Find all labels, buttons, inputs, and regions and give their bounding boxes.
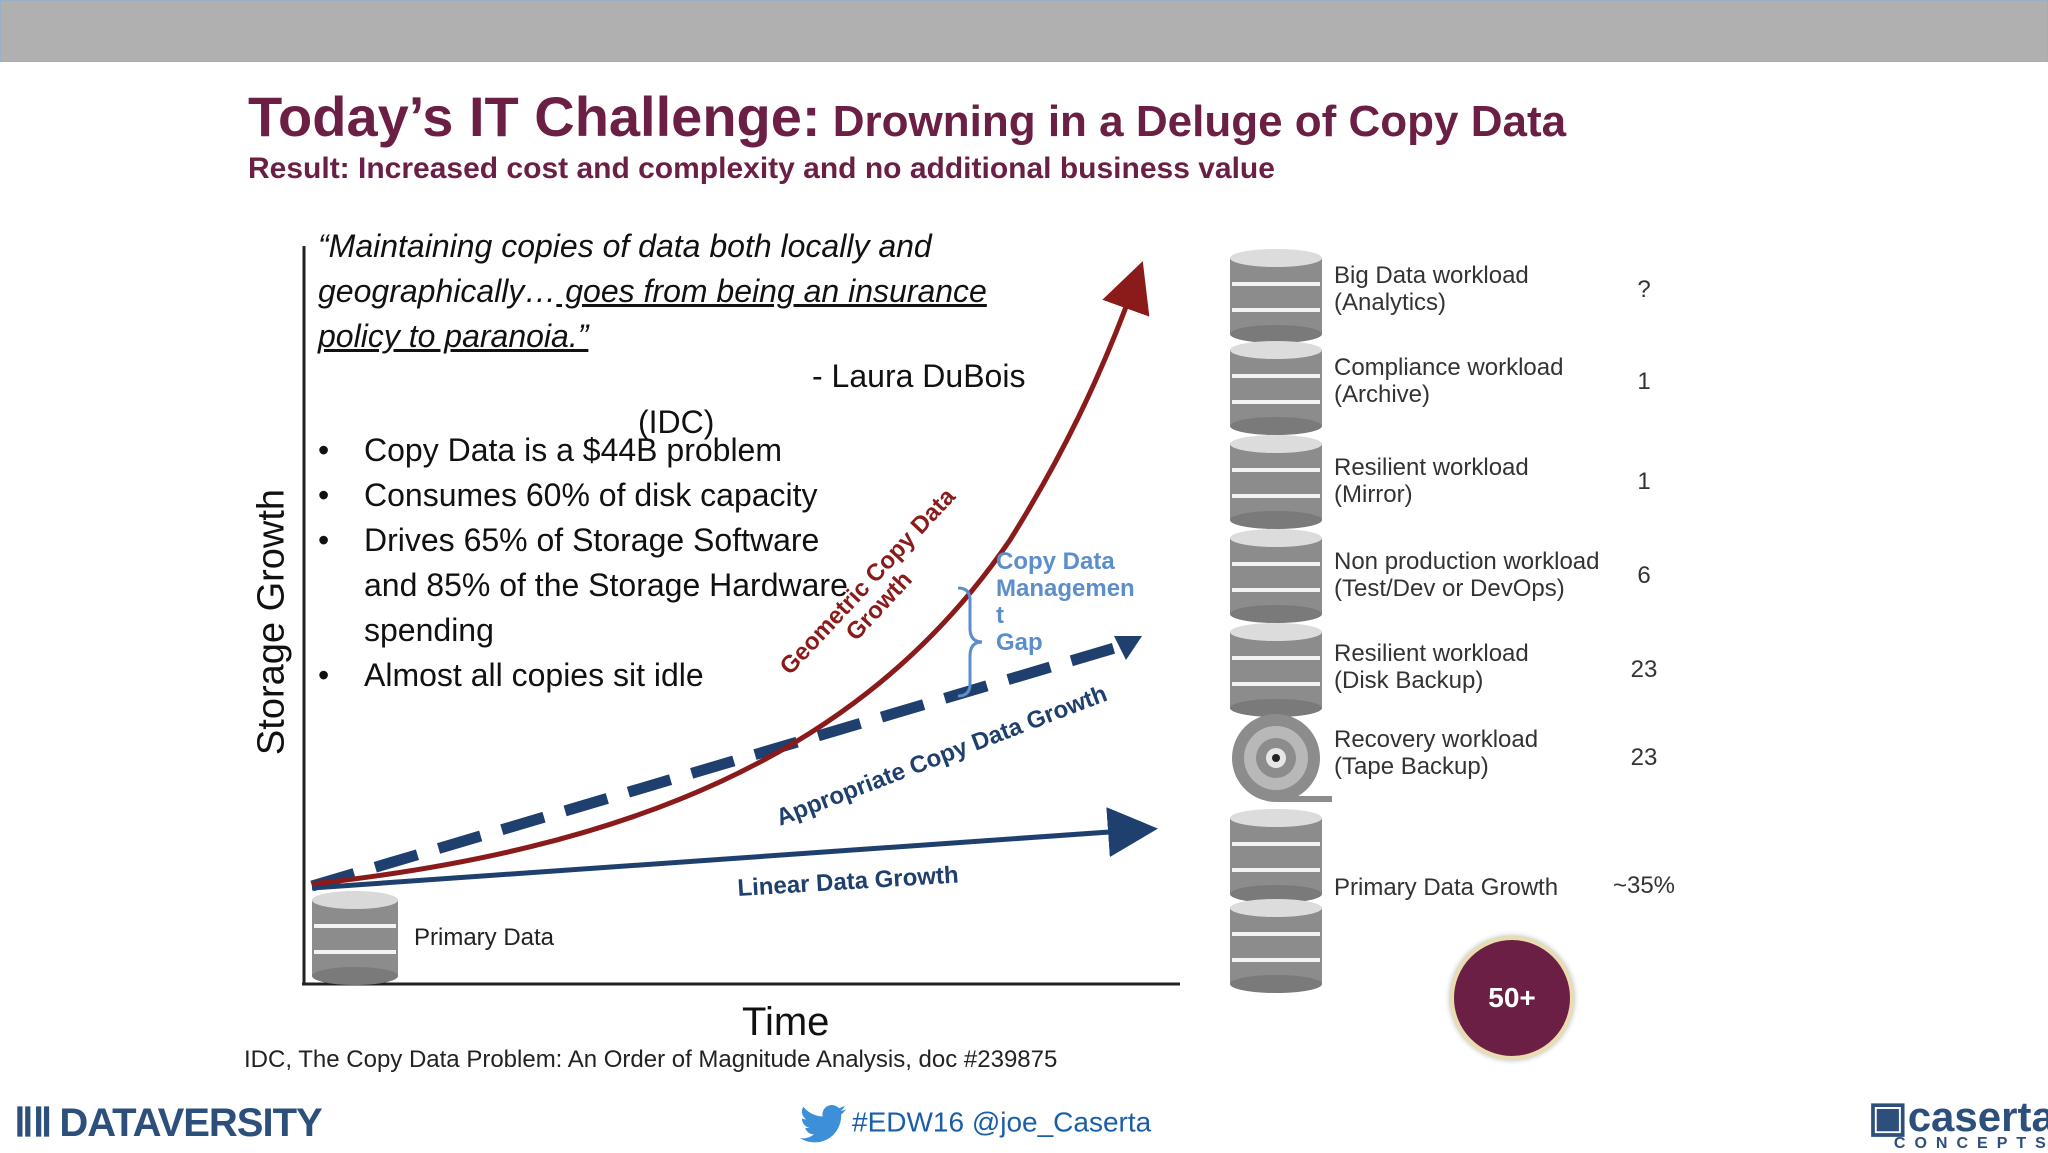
workload-label-line2: (Test/Dev or DevOps) — [1334, 575, 1565, 602]
series-linear-growth — [311, 807, 1158, 891]
caserta-main-text: caserta — [1907, 1093, 2048, 1140]
origin-label: Primary Data — [414, 924, 555, 951]
workload-label-line2: (Disk Backup) — [1334, 667, 1484, 694]
database-icon — [1230, 809, 1322, 903]
dataversity-wordmark: DATAVERSITY — [59, 1101, 322, 1145]
database-icon — [1230, 529, 1322, 623]
total-copies-badge: 50+ — [1450, 936, 1574, 1060]
workload-stack — [1230, 249, 1332, 993]
caserta-sub-text: CONCEPTS — [1893, 1135, 2048, 1152]
database-icon — [1230, 341, 1322, 435]
gap-label-line: Copy Data — [996, 548, 1115, 575]
database-icon — [1230, 623, 1322, 717]
gap-label-line: Gap — [996, 629, 1043, 656]
database-icon — [1230, 249, 1322, 343]
caserta-wordmark: ▣caserta — [1868, 1092, 2048, 1141]
gap-label-line: Managemen — [996, 575, 1135, 602]
chart-source: IDC, The Copy Data Problem: An Order of … — [244, 1046, 1058, 1073]
quote-author: - Laura DuBois — [812, 358, 1026, 394]
slide-subtitle: Result: Increased cost and complexity an… — [248, 152, 1275, 185]
x-axis-label: Time — [742, 1000, 830, 1044]
workload-label-line1: Resilient workload — [1334, 454, 1529, 481]
workload-label-line2: (Mirror) — [1334, 481, 1413, 508]
caserta-mark-icon: ▣ — [1868, 1093, 1908, 1140]
gap-label: Copy Data Managemen t Gap — [996, 548, 1136, 656]
bullet-item: Consumes 60% of disk capacity — [318, 473, 878, 518]
workload-count: 23 — [1630, 744, 1658, 771]
bullet-list: Copy Data is a $44B problem Consumes 60%… — [318, 428, 878, 698]
appropriate-arrowhead — [1114, 636, 1142, 660]
gap-brace — [957, 586, 983, 698]
workload-label-line1: Resilient workload — [1334, 640, 1529, 667]
workload-count: 1 — [1637, 368, 1651, 395]
y-axis-label: Storage Growth — [250, 488, 293, 756]
bullet-item: Copy Data is a $44B problem — [318, 428, 878, 473]
linear-label: Linear Data Growth — [737, 862, 960, 902]
workload-label-line1: Recovery workload — [1334, 726, 1539, 753]
workload-label-line2: (Analytics) — [1334, 289, 1447, 316]
bullet-item: Almost all copies sit idle — [318, 653, 878, 698]
quote-line-1: “Maintaining copies of data both locally… — [318, 228, 932, 264]
primary-data-icon — [312, 891, 398, 985]
hashtag-text: #EDW16 @joe_Caserta — [852, 1106, 1152, 1138]
title-main: Today’s IT Challenge: — [248, 85, 821, 148]
bullet-item: Drives 65% of Storage Software and 85% o… — [318, 518, 878, 653]
twitter-bird-icon — [800, 1105, 846, 1143]
database-icon — [1230, 899, 1322, 993]
workload-label-line1: Compliance workload — [1334, 354, 1564, 381]
top-bar — [0, 0, 2048, 62]
workload-count: 23 — [1630, 656, 1658, 683]
series-appropriate-growth — [310, 638, 1130, 892]
workload-label-line2: (Tape Backup) — [1334, 753, 1489, 780]
quote-line-2b: goes from being an insurance — [556, 273, 987, 309]
columns-icon: ⅡⅡ — [14, 1101, 52, 1145]
twitter-handle: #EDW16 @joe_Caserta — [800, 1104, 1151, 1144]
quote-line-2: geographically… goes from being an insur… — [318, 269, 1138, 314]
workload-label: Compliance workload (Archive) — [1334, 354, 1634, 408]
idc-quote: “Maintaining copies of data both locally… — [318, 224, 1138, 359]
gap-label-line: t — [996, 602, 1004, 629]
quote-line-3: policy to paranoia.” — [318, 318, 589, 354]
caserta-logo: ▣caserta CONCEPTS — [1868, 1092, 2048, 1153]
workload-label: Resilient workload (Disk Backup) — [1334, 640, 1634, 694]
workload-count: ? — [1637, 276, 1651, 303]
workload-label-line1: Primary Data Growth — [1334, 874, 1559, 901]
slide-title: Today’s IT Challenge: Drowning in a Delu… — [248, 84, 1566, 149]
title-rest: Drowning in a Deluge of Copy Data — [820, 97, 1567, 146]
workload-label-line1: Non production workload — [1334, 548, 1600, 575]
workload-label-line2: (Archive) — [1334, 381, 1431, 408]
workload-label: Resilient workload (Mirror) — [1334, 454, 1634, 508]
series-geometric-growth — [311, 261, 1150, 887]
dataversity-logo: ⅡⅡ DATAVERSITY — [14, 1100, 323, 1146]
tape-icon — [1232, 714, 1332, 802]
workload-label: Non production workload (Test/Dev or DevO… — [1334, 548, 1634, 602]
workload-count: 6 — [1637, 562, 1651, 589]
workload-label: Primary Data Growth — [1334, 874, 1634, 901]
workload-label-line1: Big Data workload — [1334, 262, 1529, 289]
workload-count: 1 — [1637, 468, 1651, 495]
database-icon — [1230, 435, 1322, 529]
quote-line-2a: geographically… — [318, 273, 557, 309]
workload-label: Recovery workload (Tape Backup) — [1334, 726, 1634, 780]
workload-label: Big Data workload (Analytics) — [1334, 262, 1634, 316]
workload-count: ~35% — [1612, 872, 1676, 899]
appropriate-label: Appropriate Copy Data Growth — [772, 680, 1110, 831]
